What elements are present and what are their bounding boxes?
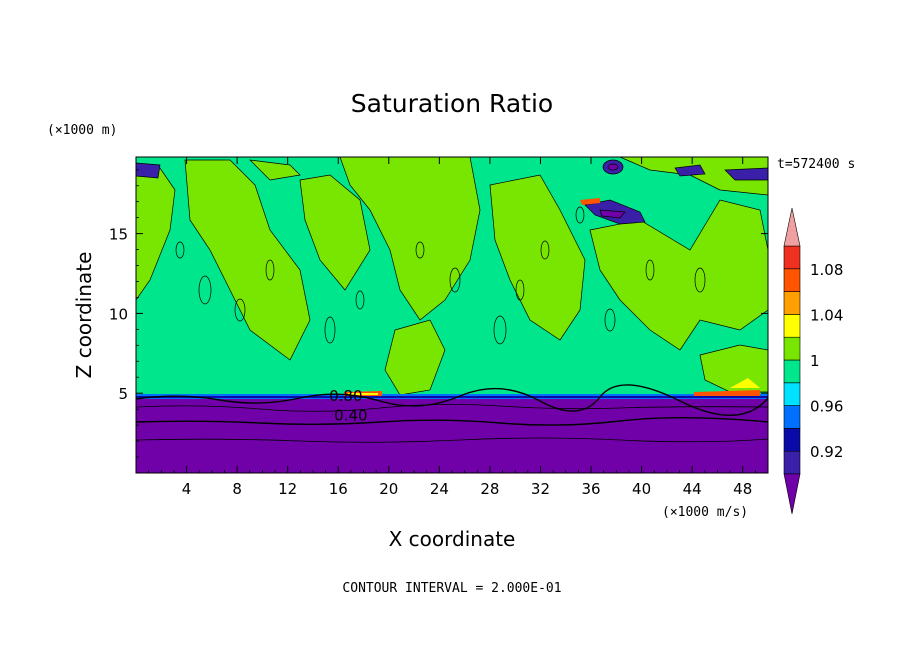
colorbar-swatch	[783, 245, 801, 270]
contour-interval-footer: CONTOUR INTERVAL = 2.000E-01	[342, 581, 561, 596]
colorbar-label: 1	[810, 352, 820, 370]
y-tick-label: 10	[109, 305, 128, 323]
colorbar-over-arrow	[783, 207, 801, 247]
supersaturated-patches	[136, 157, 768, 396]
colorbar-label: 0.96	[810, 398, 843, 416]
x-axis: 4 8 12 16 20 24 28 32 36 40 44 48	[148, 157, 756, 498]
colorbar-swatch	[783, 314, 801, 338]
colorbar-label: 1.04	[810, 306, 843, 324]
x-tick-label: 28	[480, 480, 499, 498]
dry-features-top	[136, 159, 768, 225]
x-tick-label: 16	[329, 480, 348, 498]
colorbar-swatch	[783, 405, 801, 429]
x-tick-label: 8	[232, 480, 242, 498]
colorbar-under-arrow	[783, 473, 801, 515]
y-axis: 5 10 15	[109, 169, 768, 458]
x-axis-label: X coordinate	[389, 527, 516, 551]
y-tick-label: 15	[109, 226, 128, 244]
contour-labels: 0.800.40	[329, 387, 367, 424]
contour-label: 0.80	[329, 387, 362, 405]
time-label: t=572400 s	[777, 157, 855, 172]
x-tick-label: 20	[379, 480, 398, 498]
small-contours	[175, 206, 706, 345]
y-axis-label: Z coordinate	[72, 252, 96, 379]
colorbar-swatch	[783, 450, 801, 475]
x-tick-label: 48	[733, 480, 752, 498]
boundary-layer-region	[136, 397, 768, 473]
colorbar-label: 0.92	[810, 443, 843, 461]
x-tick-label: 4	[182, 480, 192, 498]
x-tick-label: 36	[581, 480, 600, 498]
colorbar-swatch	[783, 336, 801, 361]
colorbar-swatch	[783, 268, 801, 292]
y-unit-label: (×1000 m)	[47, 123, 117, 138]
colorbar-swatch	[783, 291, 801, 315]
chart-title: Saturation Ratio	[351, 89, 553, 118]
x-tick-label: 32	[531, 480, 550, 498]
y-tick-label: 5	[118, 385, 128, 403]
x-tick-label: 12	[278, 480, 297, 498]
colorbar-label: 1.08	[810, 261, 843, 279]
plot-area	[136, 157, 768, 473]
x-tick-label: 40	[632, 480, 651, 498]
colorbar: 1.08 1.04 1 0.96 0.92	[783, 207, 843, 515]
boundary-contours	[136, 384, 768, 443]
colorbar-swatch	[783, 382, 801, 406]
x-tick-label: 44	[683, 480, 702, 498]
colorbar-swatch	[783, 359, 801, 384]
x-unit-label: (×1000 m/s)	[662, 505, 748, 520]
contour-label: 0.40	[334, 406, 367, 424]
x-tick-label: 24	[430, 480, 449, 498]
colorbar-swatch	[783, 428, 801, 452]
